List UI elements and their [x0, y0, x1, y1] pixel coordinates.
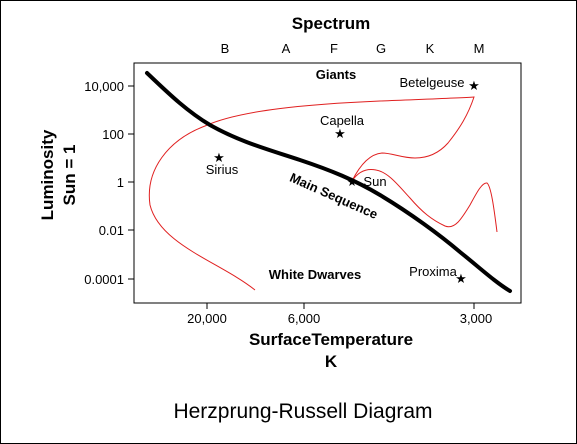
spectral-class-g: G [376, 41, 386, 56]
spectrum-title: Spectrum [292, 14, 370, 33]
y-axis-title-line2: Sun = 1 [60, 145, 79, 206]
spectral-class-a: A [282, 41, 291, 56]
x-tick-20000: 20,000 [187, 311, 227, 326]
region-white-dwarves-label: White Dwarves [269, 267, 361, 282]
x-tick-6000: 6,000 [288, 311, 321, 326]
star-capella-label: Capella [320, 113, 365, 128]
x-axis-title-line2: K [325, 352, 338, 371]
y-tick-0-01: 0.01 [99, 223, 124, 238]
y-axis-title-line1: Luminosity [38, 129, 57, 220]
sun-evolution-track [351, 169, 498, 233]
star-sirius-label: Sirius [206, 162, 239, 177]
spectral-class-k: K [426, 41, 435, 56]
y-axis-title: Luminosity Sun = 1 [38, 129, 79, 220]
main-sequence-curve [145, 71, 512, 293]
spectral-class-m: M [474, 41, 485, 56]
evolution-tracks [148, 96, 498, 291]
region-giants-label: Giants [316, 67, 356, 82]
y-tick-10000: 10,000 [84, 79, 124, 94]
star-sun-icon: ★ [347, 175, 358, 189]
x-axis-title-line1: SurfaceTemperature [249, 330, 413, 349]
star-sirius-icon: ★ [213, 150, 225, 165]
diagram-title: Herzprung-Russell Diagram [173, 400, 432, 423]
star-betelgeuse-icon: ★ [468, 78, 480, 93]
star-proxima-icon: ★ [455, 271, 467, 286]
y-tick-0-0001: 0.0001 [84, 272, 124, 287]
star-proxima-label: Proxima [409, 264, 457, 279]
y-axis-ticks [128, 85, 134, 280]
spectral-class-b: B [221, 41, 230, 56]
x-axis-ticks [206, 303, 475, 309]
giant-branch-track [148, 96, 475, 291]
y-tick-100: 100 [102, 127, 124, 142]
x-tick-3000: 3,000 [460, 311, 493, 326]
plot-area [133, 62, 522, 304]
spectral-class-f: F [330, 41, 338, 56]
star-betelgeuse-label: Betelgeuse [399, 75, 464, 90]
y-tick-1: 1 [117, 175, 124, 190]
star-capella-icon: ★ [334, 126, 346, 141]
star-sun-label: Sun [363, 174, 386, 189]
